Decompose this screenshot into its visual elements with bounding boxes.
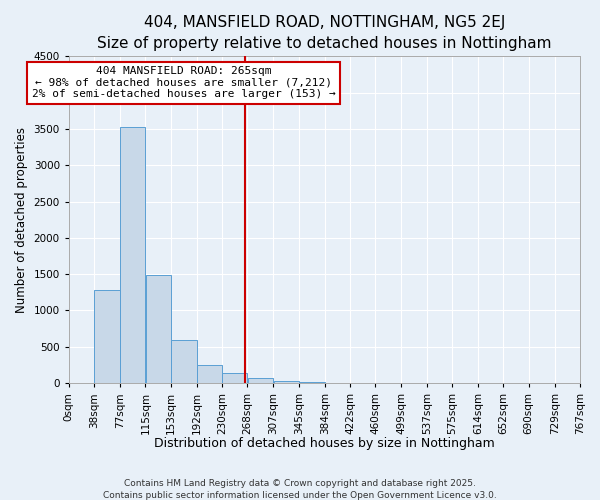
- Bar: [197, 366, 222, 383]
- Bar: [171, 340, 197, 383]
- Y-axis label: Number of detached properties: Number of detached properties: [15, 126, 28, 312]
- Bar: [274, 381, 299, 383]
- X-axis label: Distribution of detached houses by size in Nottingham: Distribution of detached houses by size …: [154, 437, 495, 450]
- Title: 404, MANSFIELD ROAD, NOTTINGHAM, NG5 2EJ
Size of property relative to detached h: 404, MANSFIELD ROAD, NOTTINGHAM, NG5 2EJ…: [97, 15, 551, 51]
- Bar: [248, 378, 273, 383]
- Text: 404 MANSFIELD ROAD: 265sqm
← 98% of detached houses are smaller (7,212)
2% of se: 404 MANSFIELD ROAD: 265sqm ← 98% of deta…: [32, 66, 335, 100]
- Bar: [94, 290, 120, 383]
- Bar: [121, 127, 145, 383]
- Bar: [299, 382, 325, 383]
- Text: Contains HM Land Registry data © Crown copyright and database right 2025.
Contai: Contains HM Land Registry data © Crown c…: [103, 478, 497, 500]
- Bar: [146, 275, 170, 383]
- Bar: [222, 372, 247, 383]
